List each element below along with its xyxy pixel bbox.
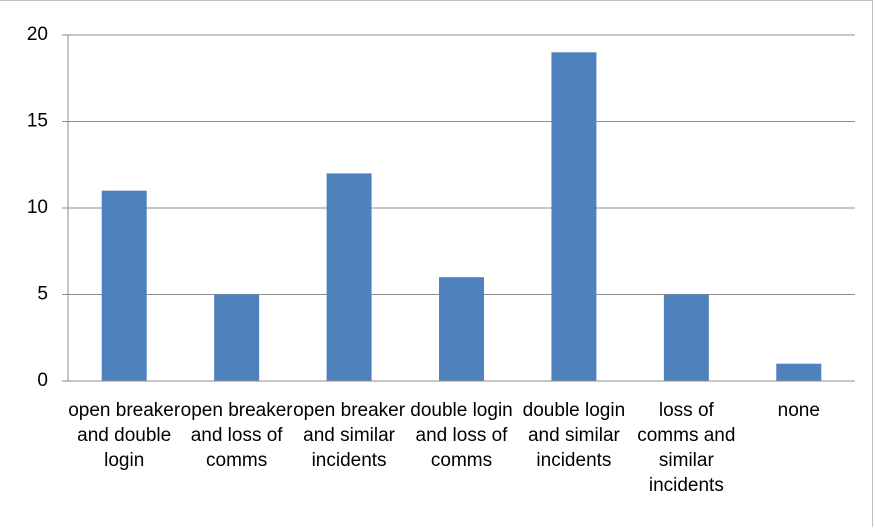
- x-tick-label: loss of comms and similar incidents: [637, 400, 736, 496]
- y-tick-label: 15: [27, 111, 48, 132]
- x-tick-label: double login and similar incidents: [522, 400, 626, 471]
- bar: [663, 294, 709, 381]
- y-tick-label: 10: [27, 197, 48, 218]
- x-tick-label: open breaker and similar incidents: [293, 400, 406, 471]
- x-tick-label: open breaker and double login: [68, 400, 181, 471]
- x-tick-label: open breaker and loss of comms: [180, 400, 293, 471]
- bar: [551, 52, 597, 382]
- x-tick-label: none: [777, 400, 820, 421]
- bar: [214, 294, 260, 381]
- y-tick-label: 5: [37, 284, 48, 305]
- bar: [101, 190, 147, 381]
- bar: [439, 277, 484, 381]
- y-tick-label: 20: [27, 24, 48, 45]
- x-tick-label: double login and loss of comms: [410, 400, 513, 471]
- bar: [776, 363, 822, 381]
- bar: [326, 173, 372, 381]
- y-tick-label: 0: [37, 370, 48, 391]
